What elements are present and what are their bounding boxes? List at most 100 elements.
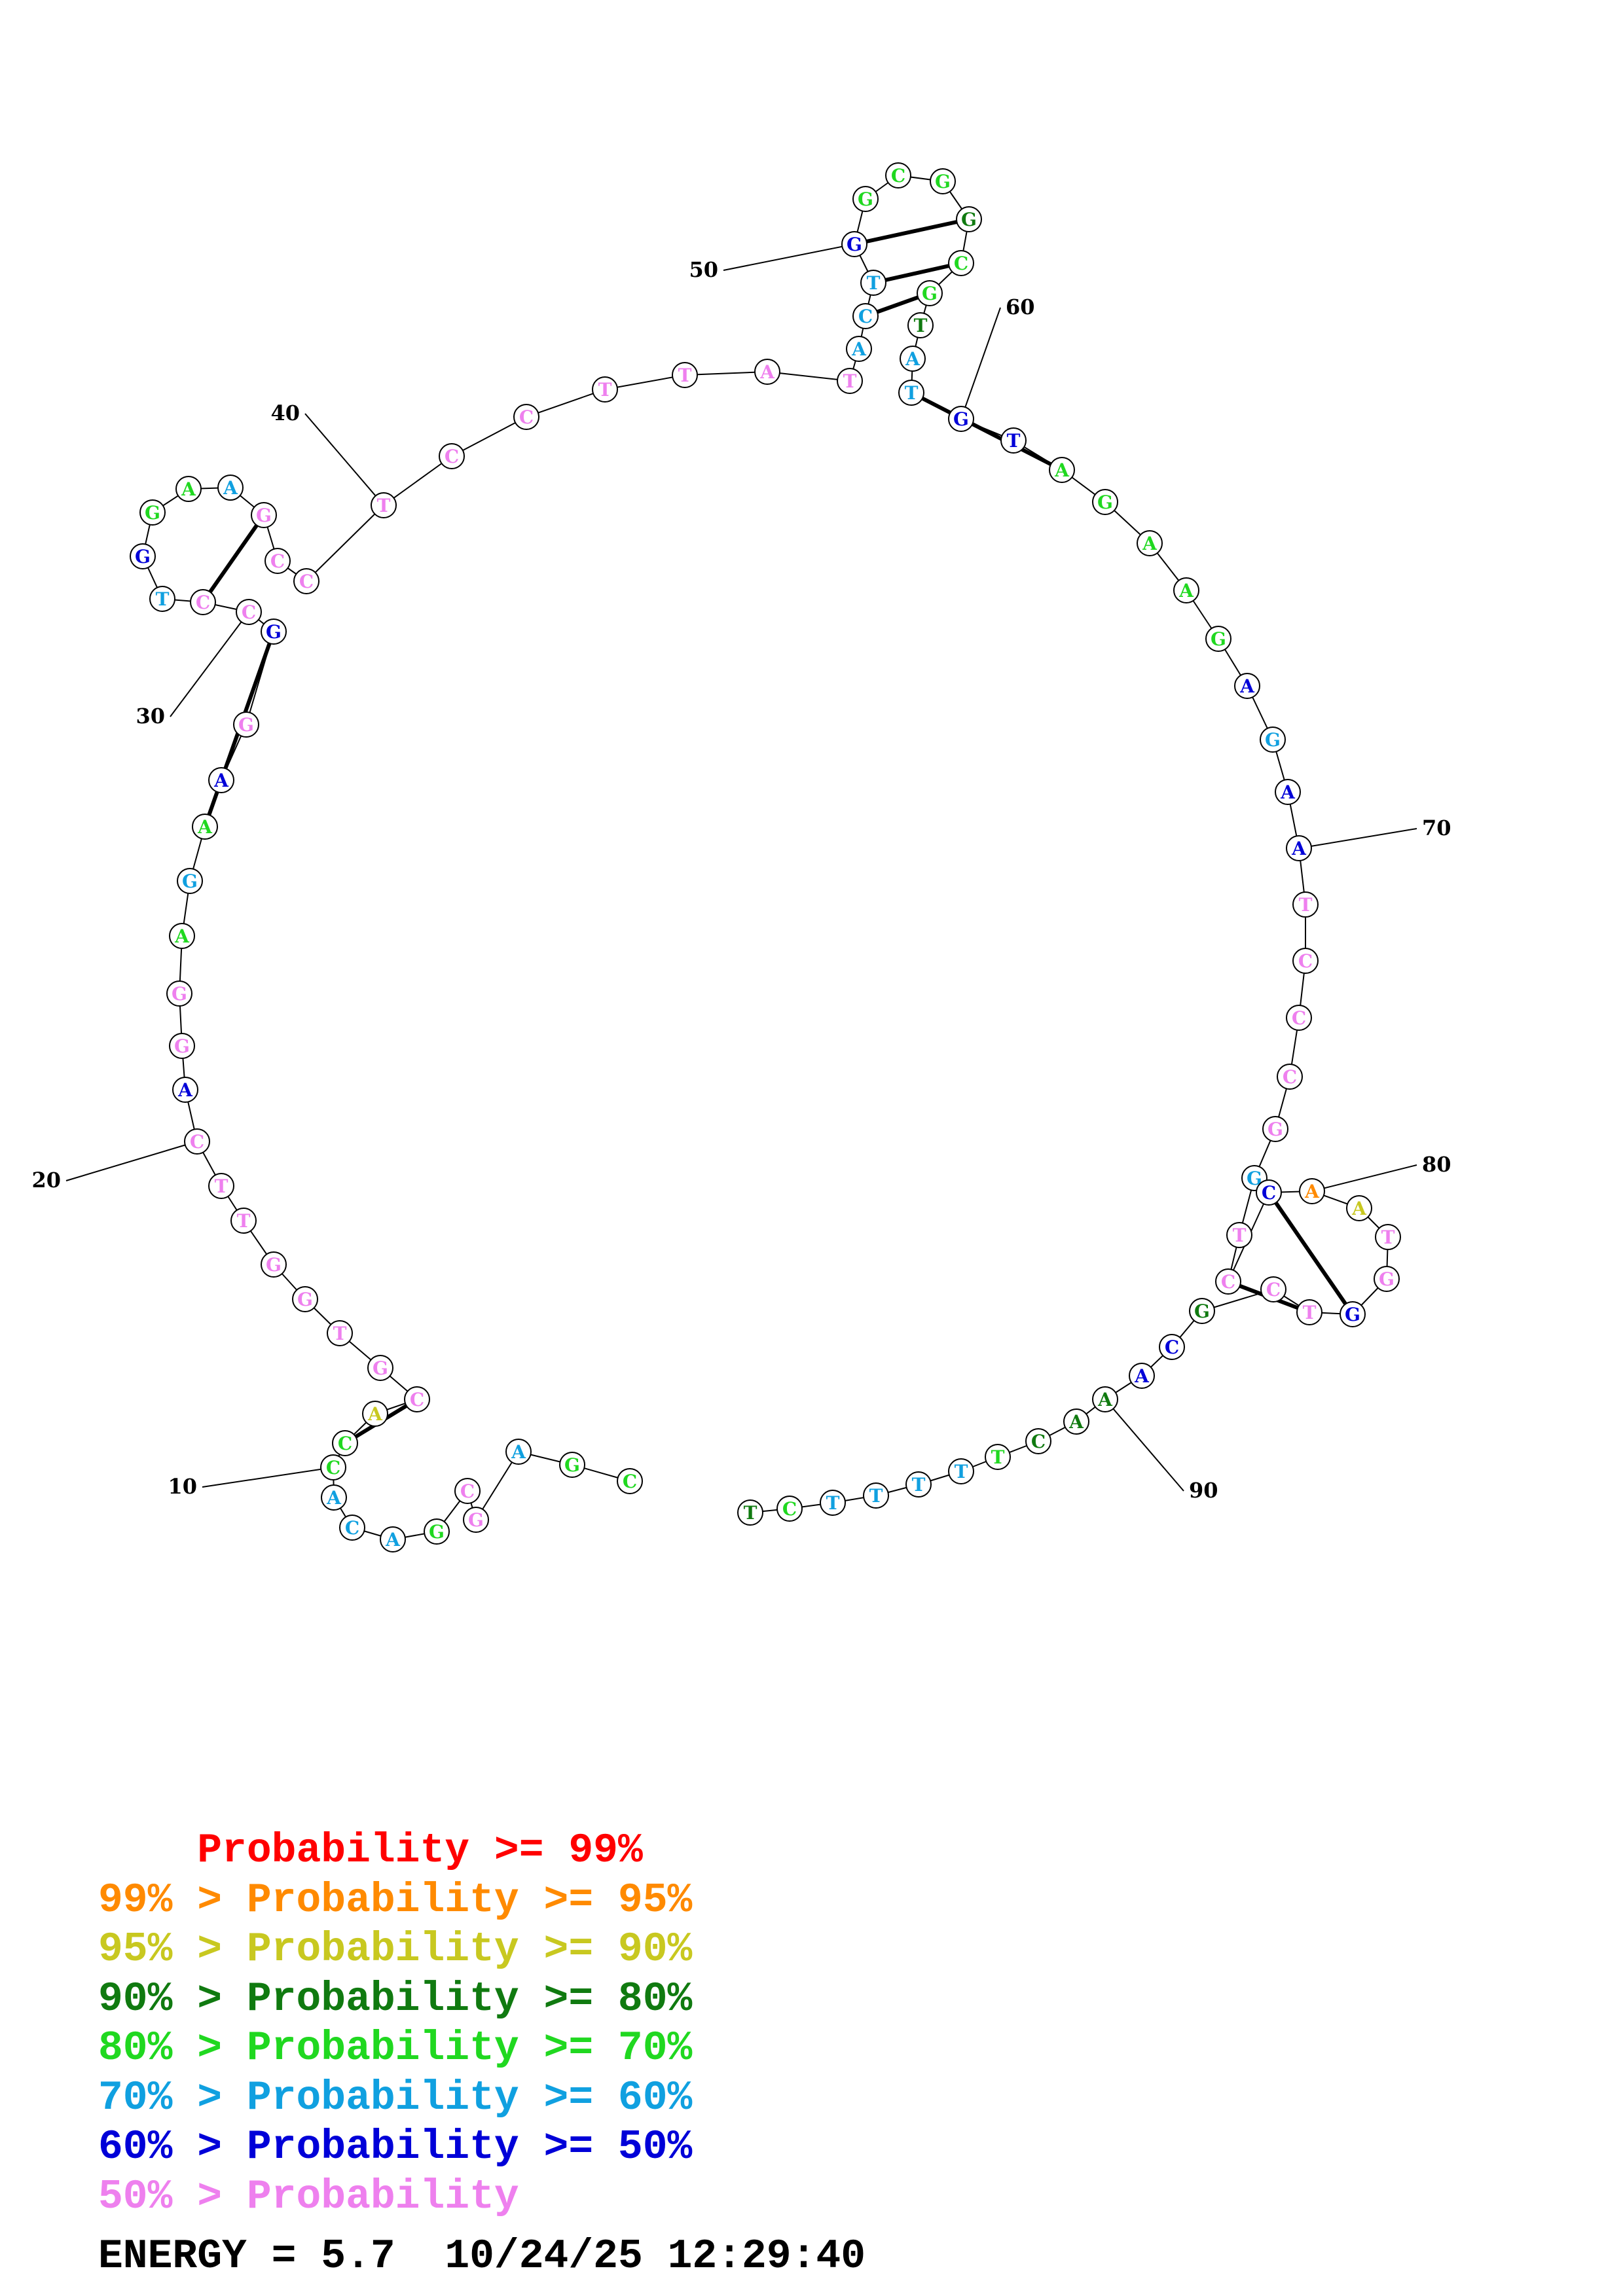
nucleotide-letter: A	[177, 1079, 193, 1101]
base-pair-lines	[201, 217, 1355, 1445]
nucleotide-letter: A	[1178, 580, 1194, 601]
nucleotide-letter: T	[1233, 1225, 1247, 1246]
nucleotide-circle	[454, 1478, 481, 1504]
nucleotide: T	[208, 1173, 234, 1199]
nucleotide: G	[1340, 1301, 1366, 1327]
nucleotide-circle	[293, 568, 319, 594]
nucleotide-circle	[948, 406, 974, 432]
nucleotide-letter: G	[1247, 1168, 1262, 1189]
nucleotide: A	[217, 475, 244, 501]
legend-prefix: 95% >	[98, 1926, 247, 1973]
nucleotide-letter: G	[1345, 1304, 1360, 1325]
nucleotide-circle	[1189, 1298, 1215, 1324]
nucleotide: C	[264, 548, 291, 574]
nucleotide-letter: G	[1265, 729, 1281, 751]
nucleotide: G	[292, 1286, 318, 1312]
nucleotide-circle	[1049, 457, 1075, 483]
nucleotide-circle	[948, 1458, 974, 1484]
nucleotide-circle	[230, 1208, 257, 1234]
nucleotide: T	[905, 1471, 932, 1498]
nucleotide-circle	[852, 303, 879, 329]
nucleotide-circle	[1260, 1276, 1286, 1302]
backbone-segment	[604, 374, 685, 390]
nucleotide: G	[166, 980, 192, 1007]
backbone-segment	[383, 456, 452, 506]
nucleotide-letter: G	[135, 546, 151, 567]
nucleotide-letter: T	[1299, 894, 1313, 916]
nucleotide-letter: G	[145, 502, 160, 524]
nucleotide-circle	[208, 767, 234, 793]
nucleotide-circle	[505, 1439, 532, 1465]
base-pair-line	[854, 217, 970, 246]
backbone-segment	[451, 416, 527, 457]
nucleotide-circle	[1374, 1266, 1400, 1292]
nucleotide: C	[1277, 1064, 1303, 1090]
nucleotide-letter: C	[345, 1517, 359, 1539]
position-label: 50	[689, 257, 718, 282]
nucleotide-letter: C	[242, 601, 256, 623]
nucleotide: T	[230, 1208, 257, 1234]
nucleotide-letter: G	[1097, 492, 1113, 513]
nucleotide-circle	[320, 1454, 346, 1480]
nucleotide: T	[898, 380, 924, 406]
nucleotide: A	[1092, 1386, 1118, 1412]
nucleotide-letter: G	[297, 1289, 313, 1310]
nucleotide-circle	[1092, 1386, 1118, 1412]
nucleotide-circle	[672, 362, 698, 388]
nucleotide-letter: G	[1379, 1268, 1395, 1290]
nucleotide-letter: C	[782, 1498, 797, 1520]
nucleotide-circle	[1025, 1428, 1051, 1454]
nucleotide-letter: C	[1262, 1182, 1276, 1204]
nucleotide-circle	[841, 231, 867, 257]
nucleotide-letter: G	[172, 983, 187, 1005]
legend-prefix: 60% >	[98, 2124, 247, 2170]
nucleotide-letter: G	[238, 714, 254, 736]
nucleotide-letter: T	[869, 1485, 883, 1507]
nucleotide-circle	[1299, 1178, 1325, 1204]
nucleotide: A	[1063, 1408, 1089, 1435]
nucleotide: C	[332, 1430, 358, 1456]
legend-label: Probability >= 95%	[246, 1876, 693, 1924]
nucleotide: C	[852, 303, 879, 329]
nucleotide-letter: T	[955, 1461, 968, 1482]
nucleotide-circle	[380, 1526, 406, 1552]
position-leader-line	[960, 307, 1001, 420]
nucleotide-circle	[846, 336, 872, 362]
nucleotide-letter: A	[181, 478, 196, 500]
nucleotide-circle	[863, 1482, 889, 1509]
legend-label: Probability >= 80%	[246, 1975, 693, 2022]
legend-row: 50% > Probability	[98, 2172, 692, 2222]
nucleotide-letter: T	[826, 1492, 840, 1514]
nucleotide-circle	[1000, 427, 1027, 454]
nucleotide-letter: A	[759, 361, 775, 383]
nucleotide: G	[1092, 489, 1118, 515]
nucleotide: G	[367, 1355, 393, 1381]
base-pair-line	[1267, 1191, 1355, 1316]
legend-row: 60% > Probability >= 50%	[98, 2123, 692, 2172]
nucleotide: A	[169, 923, 195, 949]
nucleotide-letter: C	[1298, 950, 1313, 972]
nucleotide: G	[261, 619, 287, 645]
nucleotide: T	[327, 1320, 353, 1346]
nucleotide-letter: G	[847, 234, 862, 255]
nucleotide: C	[236, 599, 262, 625]
nucleotide-circle	[837, 368, 863, 394]
nucleotide: G	[233, 711, 259, 738]
nucleotide-letter: G	[373, 1357, 388, 1379]
nucleotide-letter: A	[223, 477, 238, 499]
nucleotide-circle	[169, 923, 195, 949]
position-label: 30	[136, 704, 165, 728]
nucleotide-letter: C	[1165, 1336, 1179, 1358]
nucleotide-circle	[261, 619, 287, 645]
nucleotide: G	[930, 168, 956, 194]
nucleotide-letter: G	[174, 1035, 190, 1057]
nucleotide-letter: T	[1007, 430, 1021, 452]
nucleotide: C	[513, 404, 539, 430]
energy-line: ENERGY = 5.7 10/24/25 12:29:40	[98, 2232, 866, 2281]
nucleotide-letter: C	[1266, 1279, 1281, 1300]
nucleotide-letter: G	[468, 1509, 484, 1531]
nucleotide-circle	[1215, 1268, 1241, 1295]
nucleotide: A	[1234, 673, 1260, 699]
nucleotide: A	[505, 1439, 532, 1465]
